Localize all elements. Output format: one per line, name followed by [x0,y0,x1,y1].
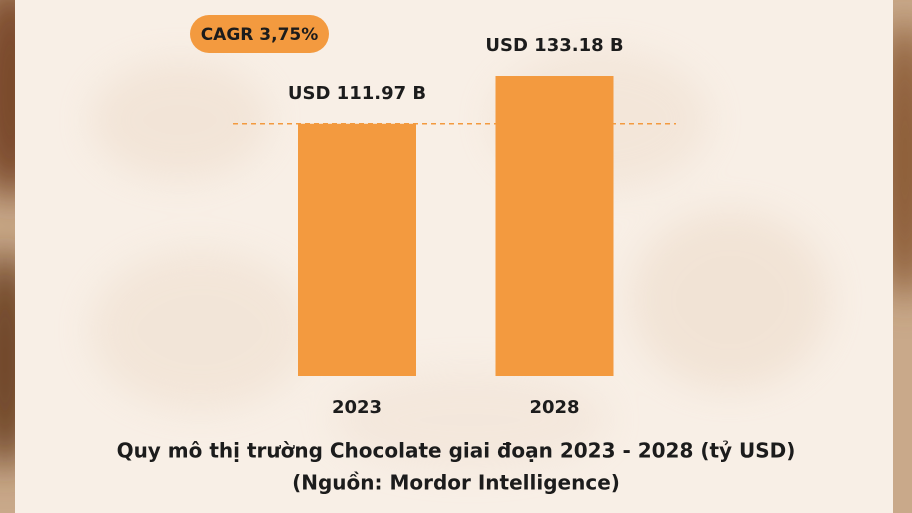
annotation: CAGR 3,75% [201,25,319,45]
chart-title: Quy mô thị trường Chocolate giai đoạn 20… [117,439,796,463]
bar [298,123,416,377]
annotation-pill [190,15,329,53]
bar [495,76,614,376]
x-tick-label: 2023 [332,397,382,418]
value-label: USD 133.18 B [485,35,623,56]
chart-subtitle: (Nguồn: Mordor Intelligence) [292,471,620,495]
x-tick-label: 2028 [529,397,579,418]
value-label: USD 111.97 B [288,83,426,104]
